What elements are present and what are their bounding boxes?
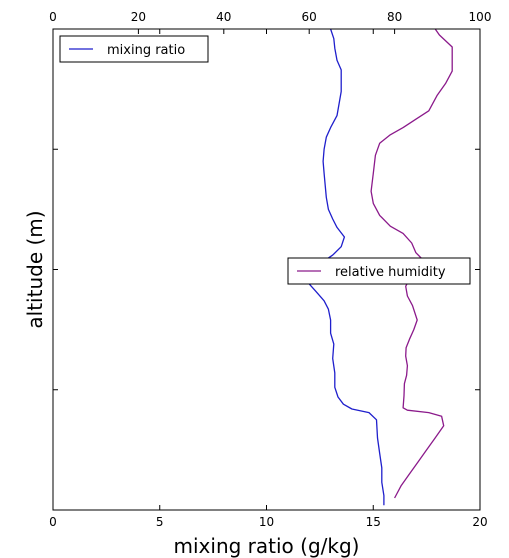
- bottom-x-tick-label: 0: [49, 515, 57, 529]
- legend-relative-humidity: relative humidity: [287, 257, 471, 285]
- axes-layer: 0 5 10 15 20 0 20 40 60 80 100: [49, 10, 491, 529]
- top-x-tick-label: 80: [387, 10, 402, 24]
- top-x-tick-label: 40: [216, 10, 231, 24]
- legend-label: relative humidity: [335, 265, 446, 280]
- bottom-x-tick-label: 10: [259, 515, 274, 529]
- x-axis-title: mixing ratio (g/kg): [174, 534, 360, 558]
- legend-label: mixing ratio: [107, 43, 185, 58]
- top-x-tick-label: 0: [49, 10, 57, 24]
- top-x-tick-label: 60: [302, 10, 317, 24]
- legend-layer: mixing ratio relative humidity: [59, 35, 471, 285]
- bottom-x-tick-label: 20: [472, 515, 487, 529]
- legend-mixing-ratio: mixing ratio: [59, 35, 209, 63]
- y-axis-title: altitude (m): [23, 210, 47, 328]
- top-x-tick-label: 100: [469, 10, 492, 24]
- bottom-x-tick-label: 15: [366, 515, 381, 529]
- top-x-tick-label: 20: [131, 10, 146, 24]
- bottom-x-tick-label: 5: [156, 515, 164, 529]
